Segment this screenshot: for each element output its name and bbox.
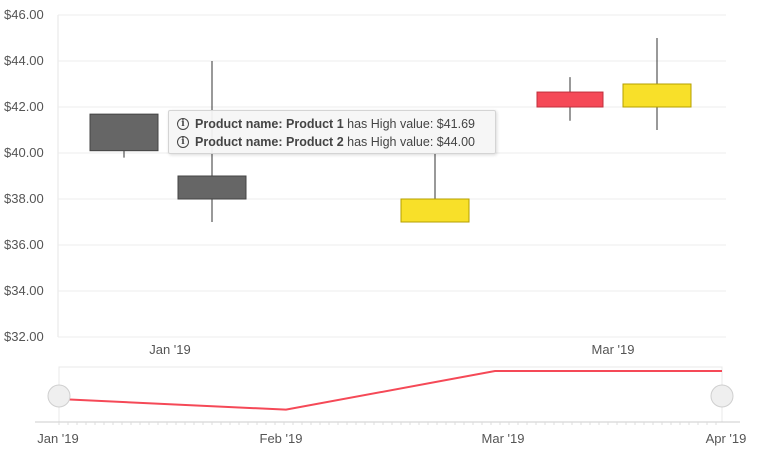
y-tick-label: $32.00 — [4, 329, 44, 344]
navigator-series-line — [58, 370, 722, 411]
candle-body[interactable] — [536, 91, 604, 108]
x-axis: Jan '19 Mar '19 — [149, 342, 634, 357]
y-tick-label: $42.00 — [4, 99, 44, 114]
navigator-tick-label: Mar '19 — [482, 431, 525, 446]
tooltip-line-2: i Product name: Product 2 has High value… — [177, 133, 487, 151]
navigator: Jan '19 Feb '19 Mar '19 Apr '19 — [35, 366, 747, 446]
y-tick-label: $34.00 — [4, 283, 44, 298]
candle-body[interactable] — [622, 83, 692, 108]
candle-body[interactable] — [89, 113, 159, 152]
navigator-tick-label: Jan '19 — [37, 431, 79, 446]
y-tick-label: $36.00 — [4, 237, 44, 252]
x-tick-label: Mar '19 — [592, 342, 635, 357]
y-tick-label: $44.00 — [4, 53, 44, 68]
navigator-tick-label: Feb '19 — [260, 431, 303, 446]
info-icon: i — [177, 118, 189, 130]
candles — [89, 38, 692, 223]
y-axis: $46.00 $44.00 $42.00 $40.00 $38.00 $36.00 $34.… — [4, 7, 44, 344]
tooltip-label: Product name: — [195, 117, 283, 131]
tooltip-value: has High value: $41.69 — [347, 117, 476, 131]
grid-lines — [57, 14, 726, 338]
tooltip-label: Product name: — [195, 135, 283, 149]
y-tick-label: $46.00 — [4, 7, 44, 22]
tooltip-line-1: i Product name: Product 1 has High value… — [177, 115, 487, 133]
navigator-frame — [58, 366, 723, 423]
candle-body[interactable] — [177, 175, 247, 200]
tooltip-series-name: Product 1 — [286, 117, 344, 131]
candle-body[interactable] — [400, 198, 470, 223]
tooltip-series-name: Product 2 — [286, 135, 344, 149]
navigator-tick-label: Apr '19 — [706, 431, 747, 446]
x-tick-label: Jan '19 — [149, 342, 191, 357]
y-tick-label: $38.00 — [4, 191, 44, 206]
navigator-left-handle[interactable] — [47, 384, 71, 408]
tooltip-value: has High value: $44.00 — [347, 135, 476, 149]
navigator-right-handle[interactable] — [710, 384, 734, 408]
info-icon: i — [177, 136, 189, 148]
y-tick-label: $40.00 — [4, 145, 44, 160]
tooltip: i Product name: Product 1 has High value… — [168, 110, 496, 154]
